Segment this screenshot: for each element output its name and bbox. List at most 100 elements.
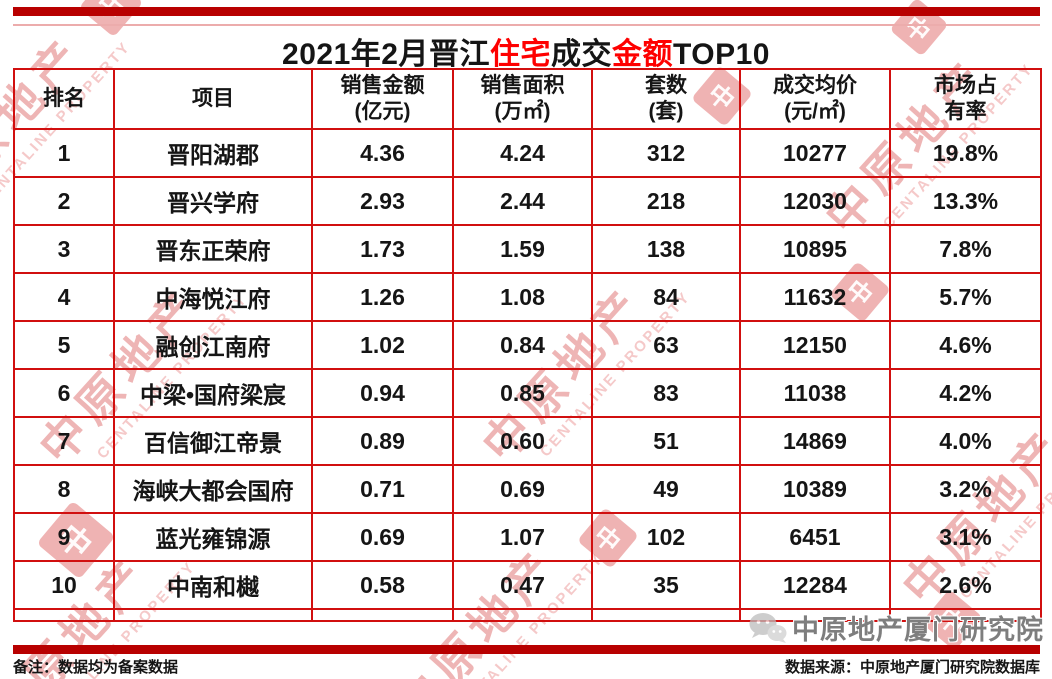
rank-cell: 8 [13,464,115,514]
market-share-cell: 3.1% [889,512,1042,562]
units-cell: 218 [591,176,741,226]
rank-cell: 5 [13,320,115,370]
top-accent-bar [13,7,1040,16]
project-cell: 中南和樾 [113,560,313,610]
avg-price-cell: 6451 [739,512,891,562]
sales-amount-cell: 1.73 [311,224,454,274]
avg-price-cell: 10389 [739,464,891,514]
market-share-cell: 3.2% [889,464,1042,514]
header-cell: 销售金额 (亿元) [311,68,454,130]
title-segment: 成交 [550,38,612,71]
project-cell: 晋兴学府 [113,176,313,226]
table-row: 6 中梁•国府梁宸 0.94 0.85 83 11038 4.2% [13,368,1042,418]
project-cell: 海峡大都会国府 [113,464,313,514]
filler-cell [13,608,115,622]
units-cell: 138 [591,224,741,274]
sales-area-cell: 1.59 [452,224,593,274]
rank-cell: 4 [13,272,115,322]
sales-amount-cell: 0.89 [311,416,454,466]
avg-price-cell: 10277 [739,128,891,178]
units-cell: 35 [591,560,741,610]
avg-price-cell: 12150 [739,320,891,370]
project-cell: 中梁•国府梁宸 [113,368,313,418]
units-cell: 51 [591,416,741,466]
avg-price-cell: 14869 [739,416,891,466]
market-share-cell: 19.8% [889,128,1042,178]
header-cell: 套数 (套) [591,68,741,130]
sales-amount-cell: 0.71 [311,464,454,514]
header-cell: 排名 [13,68,115,130]
avg-price-cell: 11632 [739,272,891,322]
sales-amount-cell: 0.58 [311,560,454,610]
sales-amount-cell: 0.94 [311,368,454,418]
market-share-cell: 4.2% [889,368,1042,418]
sales-area-cell: 0.69 [452,464,593,514]
sales-area-cell: 0.85 [452,368,593,418]
rank-cell: 2 [13,176,115,226]
rank-cell: 10 [13,560,115,610]
table-header-row: 排名 项目 销售金额 (亿元) 销售面积 (万㎡) 套数 (套) 成交均价 (元/㎡) 市场… [13,68,1042,130]
filler-cell [739,608,891,622]
sales-amount-cell: 2.93 [311,176,454,226]
table-row: 4 中海悦江府 1.26 1.08 84 11632 5.7% [13,272,1042,322]
wechat-icon [749,612,787,643]
units-cell: 102 [591,512,741,562]
avg-price-cell: 12030 [739,176,891,226]
header-cell: 销售面积 (万㎡) [452,68,593,130]
sales-amount-cell: 0.69 [311,512,454,562]
sales-area-cell: 4.24 [452,128,593,178]
avg-price-cell: 12284 [739,560,891,610]
sales-area-cell: 0.84 [452,320,593,370]
table-row: 2 晋兴学府 2.93 2.44 218 12030 13.3% [13,176,1042,226]
project-cell: 百信御江帝景 [113,416,313,466]
footer: 备注：数据均为备案数据 数据来源：中原地产厦门研究院数据库 [13,656,1040,677]
header-cell: 成交均价 (元/㎡) [739,68,891,130]
header-cell: 项目 [113,68,313,130]
units-cell: 83 [591,368,741,418]
table-row: 9 蓝光雍锦源 0.69 1.07 102 6451 3.1% [13,512,1042,562]
project-cell: 蓝光雍锦源 [113,512,313,562]
avg-price-cell: 11038 [739,368,891,418]
title-segment: 金额 [611,38,673,71]
sales-area-cell: 1.07 [452,512,593,562]
filler-cell [591,608,741,622]
units-cell: 63 [591,320,741,370]
rank-cell: 6 [13,368,115,418]
filler-cell [452,608,593,622]
footer-source: 数据来源：中原地产厦门研究院数据库 [784,659,1040,676]
header-cell: 市场占 有率 [889,68,1042,130]
rank-cell: 1 [13,128,115,178]
bottom-accent-bar [13,645,1040,654]
title-segment: 2021年2月晋江 [282,38,490,71]
avg-price-cell: 10895 [739,224,891,274]
stamp-label: 中原地产厦门研究院 [792,615,1044,645]
wechat-stamp: 中原地产厦门研究院 [748,608,1044,647]
units-cell: 49 [591,464,741,514]
sales-amount-cell: 1.26 [311,272,454,322]
rank-cell: 3 [13,224,115,274]
units-cell: 84 [591,272,741,322]
table-row: 8 海峡大都会国府 0.71 0.69 49 10389 3.2% [13,464,1042,514]
footer-note: 备注：数据均为备案数据 [13,659,179,676]
sales-amount-cell: 1.02 [311,320,454,370]
sales-area-cell: 0.60 [452,416,593,466]
project-cell: 晋东正荣府 [113,224,313,274]
market-share-cell: 13.3% [889,176,1042,226]
title-segment: 住宅 [489,38,551,71]
market-share-cell: 7.8% [889,224,1042,274]
filler-cell [113,608,313,622]
project-cell: 晋阳湖郡 [113,128,313,178]
units-cell: 312 [591,128,741,178]
market-share-cell: 5.7% [889,272,1042,322]
table-row: 7 百信御江帝景 0.89 0.60 51 14869 4.0% [13,416,1042,466]
rank-cell: 7 [13,416,115,466]
table-row: 5 融创江南府 1.02 0.84 63 12150 4.6% [13,320,1042,370]
filler-row [13,608,1042,622]
market-share-cell: 4.6% [889,320,1042,370]
table-row: 10 中南和樾 0.58 0.47 35 12284 2.6% [13,560,1042,610]
sales-area-cell: 0.47 [452,560,593,610]
top-divider-line [13,24,1040,26]
market-share-cell: 4.0% [889,416,1042,466]
sales-area-cell: 1.08 [452,272,593,322]
